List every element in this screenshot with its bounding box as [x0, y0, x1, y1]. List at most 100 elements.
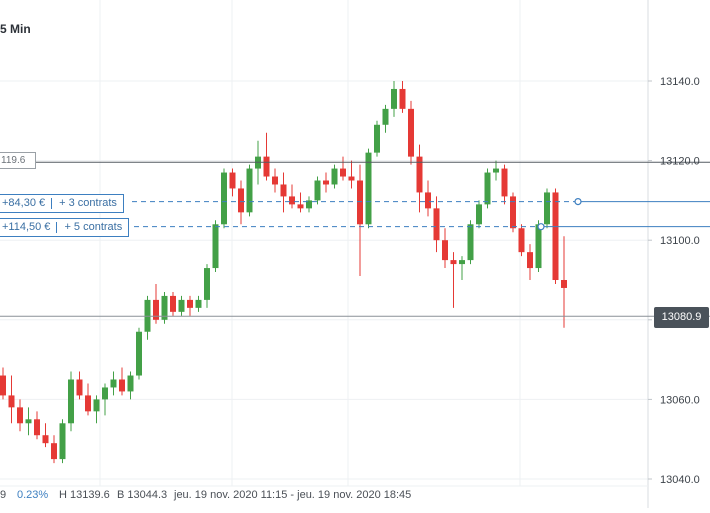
candle-body: [34, 419, 40, 436]
candle-bearish: [357, 164, 363, 277]
candle-bearish: [187, 295, 193, 316]
candle-body: [552, 192, 559, 280]
horizontal-line-label[interactable]: 119.6: [0, 152, 36, 169]
candle-body: [365, 152, 372, 225]
candle-body: [280, 184, 287, 197]
candle-bearish: [85, 383, 91, 416]
candle-body: [433, 208, 440, 241]
candle-bullish: [314, 176, 321, 205]
candle-body: [340, 168, 346, 177]
candle-body: [357, 180, 363, 225]
candle-bullish: [136, 327, 142, 380]
candle-bullish: [306, 196, 312, 213]
candle-body: [323, 180, 329, 185]
candle-bullish: [382, 104, 389, 133]
y-axis-tick-label: 13120.0: [660, 156, 700, 168]
candle-bullish: [493, 160, 499, 181]
candle-bullish: [178, 295, 185, 316]
candle-body: [93, 399, 100, 412]
candle-bearish: [510, 192, 516, 233]
candle-bullish: [59, 419, 66, 464]
current-price-badge: 13080.9: [654, 307, 709, 328]
candle-bullish: [476, 200, 482, 229]
position-entry-marker[interactable]: [537, 223, 545, 231]
candle-bearish: [170, 291, 176, 316]
candle-body: [297, 204, 304, 209]
candle-bullish: [331, 164, 338, 189]
candle-body: [51, 443, 57, 460]
candle-bearish: [238, 180, 244, 225]
candle-bullish: [144, 295, 151, 340]
candle-bullish: [195, 295, 202, 312]
candle-bearish: [17, 399, 23, 432]
candle-body: [459, 260, 465, 265]
candle-body: [561, 280, 567, 288]
candle-body: [484, 172, 491, 205]
candle-body: [416, 156, 423, 193]
candle-body: [425, 192, 431, 209]
candle-body: [102, 387, 108, 400]
candle-body: [0, 375, 6, 396]
candle-body: [442, 240, 448, 261]
candle-bearish: [119, 367, 125, 396]
candle-body: [382, 108, 389, 125]
candle-bearish: [42, 423, 49, 448]
candle-bearish: [433, 196, 440, 253]
candle-body: [161, 295, 168, 320]
y-axis-tick-label: 13140.0: [660, 76, 700, 88]
candle-body: [187, 299, 193, 308]
candle-bearish: [527, 244, 533, 280]
footer-date-range: jeu. 19 nov. 2020 11:15 - jeu. 19 nov. 2…: [174, 489, 412, 501]
candle-bearish: [348, 160, 355, 189]
candle-bearish: [450, 252, 457, 308]
candle-bearish: [340, 156, 346, 181]
candle-body: [263, 156, 270, 177]
candle-body: [518, 228, 525, 253]
candle-bullish: [110, 371, 117, 396]
candle-bullish: [212, 220, 219, 273]
candle-bullish: [127, 371, 134, 400]
candle-bearish: [399, 81, 406, 113]
candle-bullish: [544, 188, 550, 229]
candle-bearish: [501, 164, 508, 205]
candle-bearish: [289, 184, 295, 209]
candle-bullish: [204, 264, 210, 308]
candle-bullish: [25, 407, 32, 436]
candle-body: [510, 196, 516, 229]
candle-body: [42, 435, 49, 444]
position-contracts: + 5 contrats: [64, 221, 123, 233]
candle-body: [229, 172, 236, 189]
candle-body: [212, 224, 219, 269]
candle-bearish: [8, 375, 15, 424]
candle-body: [493, 168, 499, 173]
candle-body: [467, 224, 474, 261]
footer-change-pct: 0.23%: [17, 489, 49, 501]
candle-bullish: [221, 168, 227, 229]
candle-bullish: [161, 291, 168, 324]
candle-body: [59, 423, 66, 460]
candle-body: [153, 299, 159, 320]
candle-bullish: [102, 383, 108, 416]
position-label-1[interactable]: +84,30 € + 3 contrats: [0, 194, 124, 213]
candle-body: [399, 88, 406, 109]
candle-body: [85, 395, 91, 412]
candle-bearish: [0, 367, 6, 400]
position-label-2[interactable]: +114,50 € + 5 contrats: [0, 218, 130, 237]
interval-label[interactable]: 5 Min: [0, 22, 31, 36]
candle-bearish: [76, 371, 83, 400]
position-entry-marker[interactable]: [574, 197, 582, 206]
candle-bearish: [561, 236, 567, 328]
candle-body: [68, 379, 74, 424]
candle-body: [314, 180, 321, 201]
candle-body: [501, 168, 508, 197]
candle-body: [527, 252, 533, 269]
candle-body: [170, 295, 176, 312]
candle-body: [119, 379, 125, 392]
candle-bearish: [518, 224, 525, 257]
candle-bullish: [365, 148, 372, 229]
candle-body: [204, 268, 210, 300]
candle-bearish: [51, 435, 57, 464]
candle-bearish: [408, 100, 414, 165]
